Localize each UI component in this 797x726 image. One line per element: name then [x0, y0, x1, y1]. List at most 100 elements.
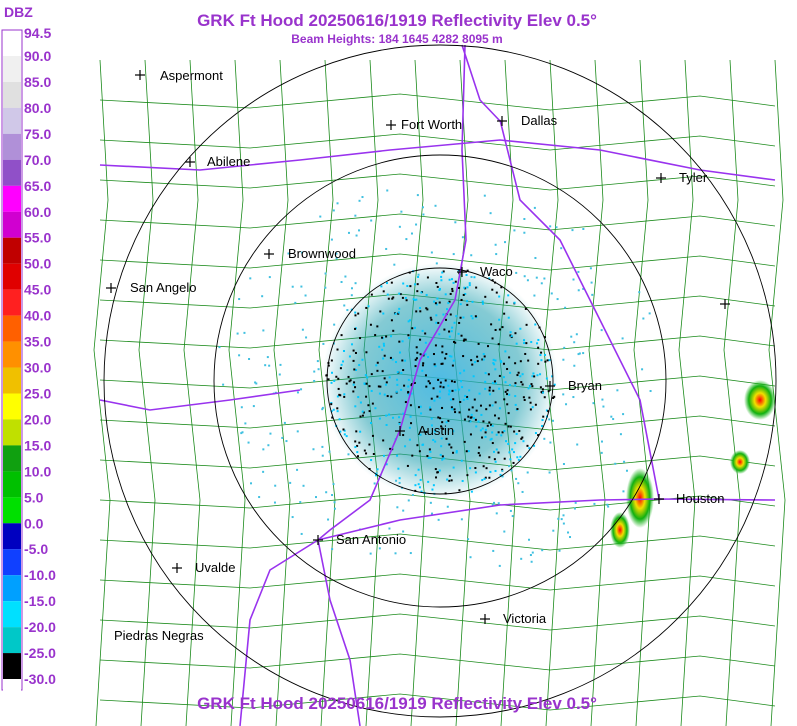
echo-pixel — [493, 450, 496, 453]
echo-pixel — [397, 311, 400, 314]
legend-swatch — [3, 419, 21, 446]
echo-pixel — [319, 215, 322, 218]
echo-pixel — [638, 291, 641, 294]
echo-pixel — [404, 359, 407, 362]
echo-pixel — [543, 336, 546, 339]
echo-pixel — [455, 451, 458, 454]
echo-pixel — [491, 431, 494, 434]
echo-pixel — [396, 454, 399, 457]
echo-pixel — [407, 378, 410, 381]
echo-pixel — [416, 290, 419, 293]
legend-label: -30.0 — [24, 671, 56, 687]
echo-pixel — [408, 319, 411, 322]
echo-pixel — [355, 369, 358, 372]
echo-pixel — [350, 287, 353, 290]
echo-pixel — [289, 481, 292, 484]
echo-pixel — [477, 451, 480, 454]
echo-pixel — [355, 430, 358, 433]
echo-pixel — [515, 342, 518, 345]
echo-pixel — [236, 332, 239, 335]
echo-pixel — [444, 293, 447, 296]
echo-pixel — [427, 457, 430, 460]
echo-pixel — [513, 229, 516, 232]
echo-pixel — [247, 441, 250, 444]
echo-pixel — [495, 448, 498, 451]
echo-pixel — [393, 263, 396, 266]
echo-pixel — [240, 406, 243, 409]
echo-pixel — [553, 383, 556, 386]
echo-pixel — [330, 381, 333, 384]
echo-pixel — [457, 286, 460, 289]
legend-label: 10.0 — [24, 463, 51, 479]
echo-pixel — [330, 371, 333, 374]
echo-pixel — [332, 342, 335, 345]
county-line — [768, 59, 786, 726]
echo-pixel — [438, 287, 441, 290]
echo-pixel — [562, 514, 565, 517]
echo-pixel — [442, 270, 445, 273]
legend-swatch — [3, 497, 21, 524]
echo-pixel — [365, 306, 368, 309]
echo-pixel — [378, 392, 381, 395]
echo-pixel — [463, 338, 466, 341]
county-line — [723, 59, 741, 726]
echo-pixel — [376, 361, 379, 364]
echo-pixel — [465, 274, 468, 277]
echo-pixel — [562, 358, 565, 361]
echo-pixel — [357, 312, 360, 315]
echo-pixel — [541, 388, 544, 391]
echo-pixel — [489, 438, 492, 441]
city-label: San Antonio — [336, 532, 406, 547]
echo-pixel — [368, 410, 371, 413]
echo-pixel — [555, 226, 558, 229]
echo-pixel — [593, 502, 596, 505]
echo-pixel — [362, 411, 365, 414]
echo-pixel — [332, 483, 335, 486]
echo-pixel — [429, 457, 432, 460]
echo-pixel — [425, 293, 428, 296]
echo-pixel — [562, 522, 565, 525]
echo-pixel — [407, 320, 410, 323]
county-line — [99, 173, 776, 191]
echo-pixel — [562, 393, 565, 396]
echo-pixel — [577, 353, 580, 356]
echo-pixel — [417, 483, 420, 486]
echo-pixel — [466, 286, 469, 289]
echo-pixel — [450, 406, 453, 409]
echo-pixel — [540, 282, 543, 285]
echo-pixel — [408, 438, 411, 441]
echo-pixel — [377, 385, 380, 388]
echo-pixel — [460, 459, 463, 462]
echo-pixel — [364, 374, 367, 377]
echo-pixel — [461, 236, 464, 239]
echo-pixel — [508, 393, 511, 396]
echo-pixel — [354, 386, 357, 389]
echo-pixel — [400, 210, 403, 213]
echo-pixel — [353, 381, 356, 384]
echo-pixel — [560, 518, 563, 521]
legend-swatch — [3, 445, 21, 472]
echo-pixel — [560, 247, 563, 250]
echo-pixel — [470, 359, 473, 362]
echo-pixel — [589, 267, 592, 270]
echo-pixel — [416, 283, 419, 286]
echo-pixel — [331, 548, 334, 551]
echo-pixel — [622, 490, 625, 493]
echo-pixel — [333, 501, 336, 504]
echo-pixel — [321, 445, 324, 448]
echo-pixel — [504, 241, 507, 244]
echo-pixel — [509, 509, 512, 512]
echo-pixel — [450, 479, 453, 482]
echo-pixel — [451, 287, 454, 290]
echo-pixel — [274, 484, 277, 487]
echo-pixel — [529, 554, 532, 557]
highways — [99, 44, 776, 726]
echo-pixel — [524, 352, 527, 355]
echo-pixel — [451, 389, 454, 392]
echo-pixel — [417, 275, 420, 278]
legend-label: 30.0 — [24, 360, 51, 376]
echo-pixel — [488, 456, 491, 459]
echo-pixel — [572, 278, 575, 281]
echo-pixel — [419, 310, 422, 313]
echo-pixel — [508, 356, 511, 359]
